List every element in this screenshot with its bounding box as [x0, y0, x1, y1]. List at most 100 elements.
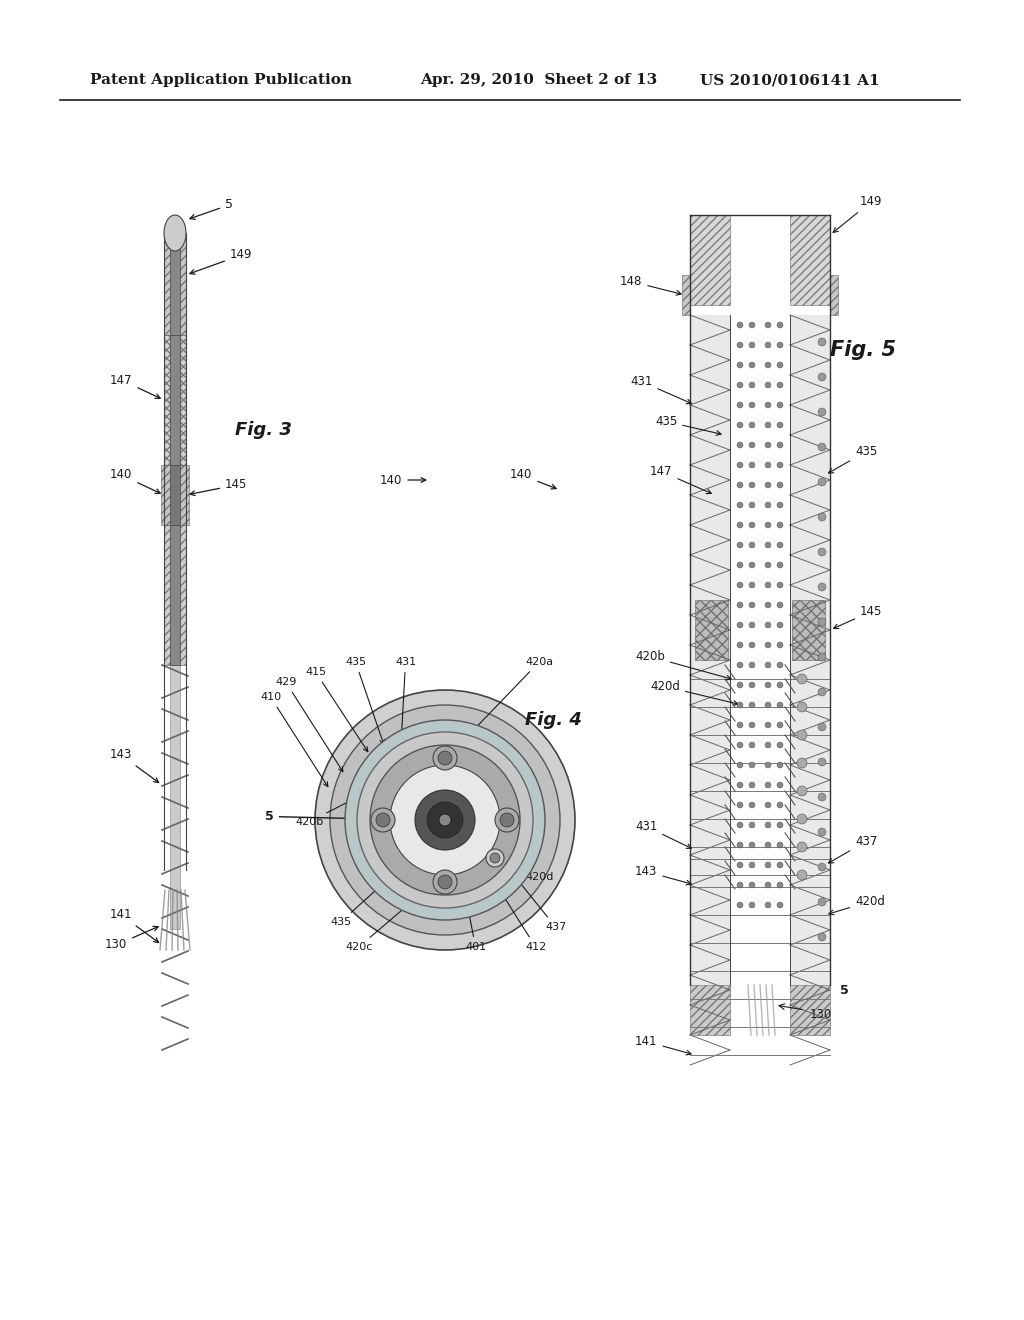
Circle shape: [777, 702, 783, 708]
Circle shape: [370, 744, 520, 895]
Circle shape: [749, 502, 755, 508]
Circle shape: [777, 482, 783, 488]
Circle shape: [737, 322, 743, 327]
Circle shape: [749, 642, 755, 648]
Circle shape: [765, 422, 771, 428]
Bar: [170, 525, 180, 665]
Circle shape: [777, 803, 783, 808]
Circle shape: [737, 622, 743, 628]
Circle shape: [818, 513, 826, 521]
Text: 130: 130: [810, 1008, 833, 1022]
Circle shape: [737, 502, 743, 508]
Circle shape: [777, 842, 783, 847]
Text: 147: 147: [110, 374, 160, 399]
Text: 149: 149: [189, 248, 253, 275]
Circle shape: [765, 762, 771, 768]
Circle shape: [737, 902, 743, 908]
Text: Apr. 29, 2010  Sheet 2 of 13: Apr. 29, 2010 Sheet 2 of 13: [420, 73, 657, 87]
Bar: [790, 315, 830, 985]
Text: 415: 415: [305, 667, 368, 751]
Circle shape: [818, 478, 826, 486]
Circle shape: [765, 742, 771, 748]
Circle shape: [737, 543, 743, 548]
Circle shape: [737, 742, 743, 748]
Circle shape: [737, 803, 743, 808]
Circle shape: [818, 408, 826, 416]
Circle shape: [315, 690, 575, 950]
Circle shape: [818, 548, 826, 556]
Circle shape: [749, 521, 755, 528]
Text: Patent Application Publication: Patent Application Publication: [90, 73, 352, 87]
Circle shape: [765, 781, 771, 788]
Circle shape: [390, 766, 500, 875]
Circle shape: [777, 822, 783, 828]
Circle shape: [765, 842, 771, 847]
Circle shape: [818, 933, 826, 941]
Text: 431: 431: [630, 375, 691, 404]
Circle shape: [777, 442, 783, 447]
Text: 435: 435: [345, 657, 384, 744]
Circle shape: [765, 642, 771, 648]
Bar: [164, 234, 186, 335]
Circle shape: [765, 562, 771, 568]
Text: 435: 435: [655, 414, 721, 436]
Circle shape: [749, 682, 755, 688]
Circle shape: [749, 722, 755, 729]
Circle shape: [797, 730, 807, 741]
Text: 435: 435: [330, 884, 382, 927]
Circle shape: [765, 663, 771, 668]
Circle shape: [777, 543, 783, 548]
Circle shape: [765, 362, 771, 368]
Circle shape: [818, 444, 826, 451]
Circle shape: [765, 381, 771, 388]
Circle shape: [765, 442, 771, 447]
Text: 5: 5: [189, 198, 233, 219]
Circle shape: [749, 882, 755, 888]
Circle shape: [818, 688, 826, 696]
Circle shape: [818, 723, 826, 731]
Circle shape: [749, 762, 755, 768]
Circle shape: [777, 381, 783, 388]
Circle shape: [818, 618, 826, 626]
Circle shape: [749, 462, 755, 469]
Text: 145: 145: [834, 605, 883, 628]
Circle shape: [765, 582, 771, 587]
Circle shape: [749, 742, 755, 748]
Circle shape: [818, 793, 826, 801]
Circle shape: [777, 722, 783, 729]
Circle shape: [737, 822, 743, 828]
Bar: [792, 601, 825, 660]
Circle shape: [737, 381, 743, 388]
Bar: [690, 985, 730, 1035]
Circle shape: [765, 722, 771, 729]
Circle shape: [777, 322, 783, 327]
Circle shape: [765, 521, 771, 528]
Circle shape: [777, 902, 783, 908]
Circle shape: [777, 582, 783, 587]
Circle shape: [765, 543, 771, 548]
Circle shape: [797, 870, 807, 880]
Circle shape: [797, 842, 807, 851]
Circle shape: [797, 785, 807, 796]
Circle shape: [765, 822, 771, 828]
Circle shape: [765, 902, 771, 908]
Circle shape: [495, 808, 519, 832]
Text: 437: 437: [828, 836, 878, 863]
Circle shape: [765, 462, 771, 469]
Bar: [161, 465, 189, 525]
Bar: [790, 985, 830, 1035]
Circle shape: [737, 562, 743, 568]
Circle shape: [797, 702, 807, 711]
Circle shape: [737, 862, 743, 869]
Circle shape: [737, 521, 743, 528]
Circle shape: [737, 682, 743, 688]
Circle shape: [765, 682, 771, 688]
Bar: [170, 335, 180, 465]
Text: 435: 435: [828, 445, 878, 473]
Circle shape: [737, 403, 743, 408]
Circle shape: [777, 502, 783, 508]
Text: 420b: 420b: [295, 760, 429, 828]
Circle shape: [427, 803, 463, 838]
Bar: [164, 335, 186, 465]
Text: 140: 140: [510, 469, 556, 488]
